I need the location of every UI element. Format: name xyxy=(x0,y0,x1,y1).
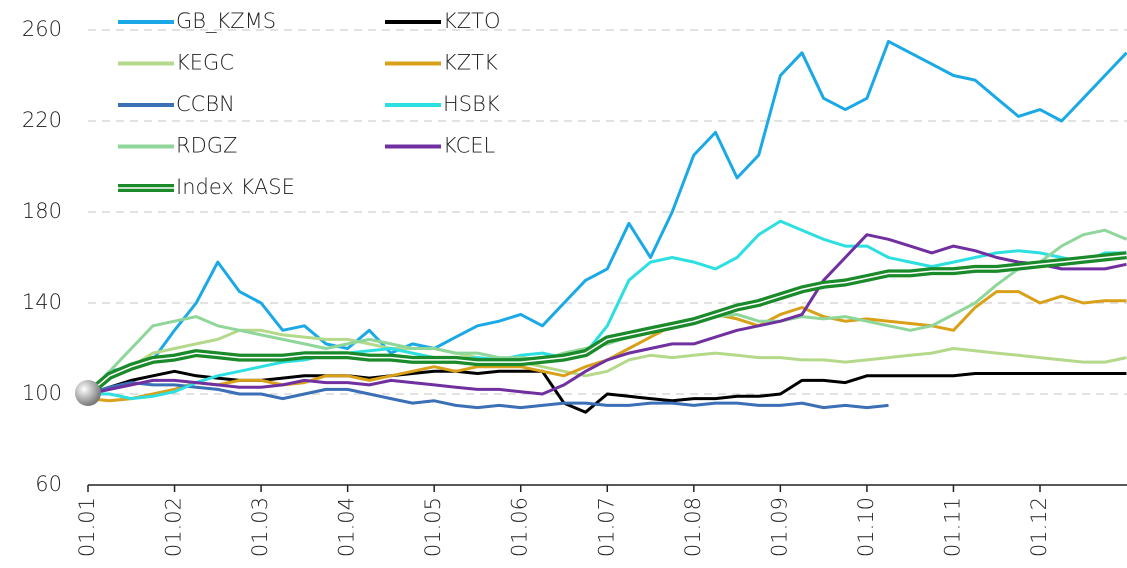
start-marker xyxy=(75,380,101,406)
x-tick-label: 01.02 xyxy=(162,497,186,557)
series-line xyxy=(87,381,889,410)
x-tick-label: 01.03 xyxy=(248,497,272,557)
y-tick-label: 220 xyxy=(22,108,62,132)
x-tick-label: 01.01 xyxy=(75,497,99,557)
series-line xyxy=(88,219,1127,401)
y-tick-label: 60 xyxy=(35,472,62,496)
x-tick-label: 01.11 xyxy=(940,497,964,557)
y-tick-label: 180 xyxy=(22,199,62,223)
legend-label: CCBN xyxy=(176,92,235,116)
legend-label: KEGC xyxy=(176,51,234,75)
x-tick-label: 01.10 xyxy=(854,497,878,557)
y-tick-label: 260 xyxy=(22,17,62,41)
x-tick-label: 01.05 xyxy=(421,497,445,557)
legend-label: KZTK xyxy=(443,51,498,75)
x-tick-label: 01.04 xyxy=(335,497,359,557)
x-tick-label: 01.07 xyxy=(594,497,618,557)
y-tick-label: 100 xyxy=(22,381,62,405)
series-line xyxy=(87,290,1127,403)
series-line xyxy=(86,39,1127,396)
legend-label: HSBK xyxy=(443,92,500,116)
x-tick-label: 01.09 xyxy=(767,497,791,557)
x-tick-label: 01.08 xyxy=(681,497,705,557)
legend-label: KCEL xyxy=(443,134,496,158)
series-line xyxy=(87,233,1127,396)
series-line xyxy=(87,328,1127,396)
legend-label: RDGZ xyxy=(176,134,237,158)
x-tick-label: 01.06 xyxy=(508,497,532,557)
legend-label: GB_KZMS xyxy=(176,9,276,33)
index-line-inner xyxy=(87,254,1127,395)
y-tick-label: 140 xyxy=(22,290,62,314)
legend-label: Index KASE xyxy=(176,175,295,199)
legend-label: KZTO xyxy=(443,9,501,33)
x-tick-label: 01.12 xyxy=(1027,497,1051,557)
